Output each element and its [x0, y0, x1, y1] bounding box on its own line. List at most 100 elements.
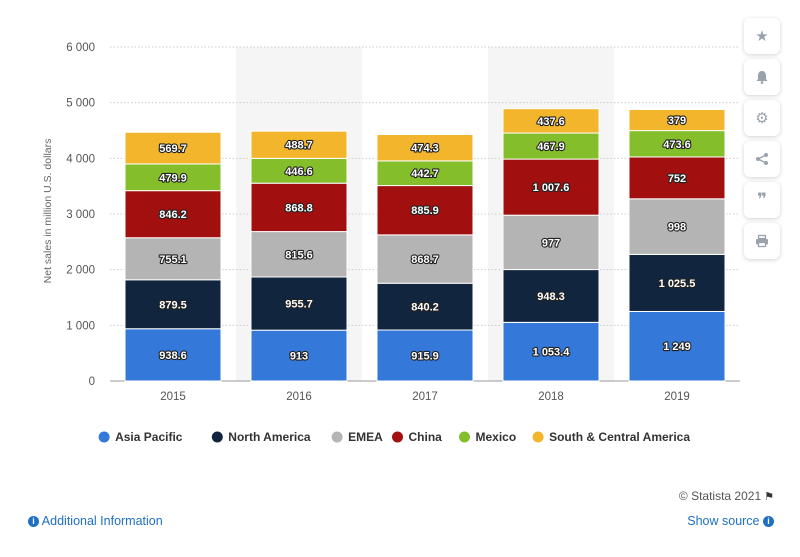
legend-item[interactable]: North America	[211, 430, 311, 444]
data-label: 977	[542, 237, 560, 249]
data-label: 815.6	[285, 249, 313, 261]
bar-segment[interactable]	[124, 237, 222, 281]
data-label: 868.7	[411, 254, 439, 266]
bar-segment[interactable]	[124, 163, 222, 192]
bell-icon	[756, 71, 768, 84]
legend-swatch	[392, 431, 403, 443]
print-icon	[756, 234, 768, 248]
bar-segment[interactable]	[502, 132, 600, 160]
favorite-button[interactable]: ★	[744, 18, 780, 54]
data-label: 840.2	[411, 302, 439, 314]
bar-segment[interactable]	[376, 329, 474, 382]
bar-segment[interactable]	[250, 276, 348, 331]
data-label: 846.2	[159, 209, 187, 221]
show-source-label: Show source	[687, 514, 760, 528]
print-button[interactable]	[744, 223, 780, 259]
additional-information-label: Additional Information	[41, 514, 163, 528]
gear-icon: ⚙	[755, 110, 769, 127]
legend-item[interactable]: EMEA	[331, 430, 384, 444]
legend-swatch	[98, 431, 110, 443]
data-label: 885.9	[411, 205, 439, 217]
legend-item[interactable]: Mexico	[459, 430, 516, 444]
bar-segment[interactable]	[124, 190, 222, 239]
data-label: 569.7	[159, 143, 187, 155]
data-label: 1 053.4	[533, 347, 571, 359]
bar-segment[interactable]	[628, 253, 726, 312]
bar-segment[interactable]	[502, 214, 600, 271]
x-tick-label: 2015	[160, 391, 186, 403]
flag-icon: ⚑	[764, 491, 774, 503]
bar-segment[interactable]	[628, 310, 726, 382]
legend-swatch	[331, 431, 343, 443]
x-tick-label: 2016	[286, 391, 312, 403]
bars: 938.6 879.5 755.1 846.2 479.9 569.7 913 955.7 81…	[124, 108, 726, 382]
y-tick-label: 2 000	[66, 265, 95, 277]
bar-segment[interactable]	[376, 234, 474, 284]
bar-segment[interactable]	[376, 134, 474, 162]
data-label: 998	[668, 222, 686, 234]
share-icon	[756, 153, 768, 165]
info-icon: i	[28, 516, 39, 528]
notification-button[interactable]	[744, 59, 780, 95]
x-tick-label: 2019	[664, 391, 690, 403]
x-axis-ticks: 2015 2016 2017 2018 2019	[160, 391, 690, 403]
bar-segment[interactable]	[502, 158, 600, 216]
show-source-link[interactable]: Show source i	[687, 514, 774, 528]
data-label: 868.8	[285, 202, 313, 214]
data-label: 488.7	[285, 140, 313, 152]
bar-segment[interactable]	[628, 198, 726, 255]
bar-segment[interactable]	[502, 108, 600, 134]
bar-segment[interactable]	[376, 185, 474, 236]
cite-button[interactable]: ❞	[744, 182, 780, 218]
share-button[interactable]	[744, 141, 780, 177]
data-label: 474.3	[411, 143, 439, 155]
bar-segment[interactable]	[376, 160, 474, 187]
bar-segment[interactable]	[250, 182, 348, 233]
legend: Asia Pacific North America EMEA China Mexico…	[98, 430, 691, 444]
data-label: 1 007.6	[533, 182, 570, 194]
additional-information-link[interactable]: i Additional Information	[28, 514, 163, 528]
data-label: 915.9	[411, 351, 439, 363]
x-tick-label: 2017	[412, 391, 438, 403]
bar-segment[interactable]	[376, 282, 474, 331]
bar-segment[interactable]	[124, 279, 222, 330]
bar-segment[interactable]	[250, 329, 348, 382]
legend-label: EMEA	[348, 430, 383, 444]
legend-swatch	[532, 431, 544, 443]
legend-item[interactable]: Asia Pacific	[98, 430, 183, 444]
data-label: 879.5	[159, 299, 187, 311]
y-axis-ticks: 0 1 000 2 000 3 000 4 000 5 000 6 000	[66, 42, 95, 388]
bar-segment[interactable]	[628, 109, 726, 132]
legend-item[interactable]: South & Central America	[532, 430, 691, 444]
settings-button[interactable]: ⚙	[744, 100, 780, 136]
quote-icon: ❞	[757, 190, 767, 209]
bar-segment[interactable]	[250, 130, 348, 159]
bar-segment[interactable]	[124, 131, 222, 165]
legend-label: Asia Pacific	[115, 430, 183, 444]
data-label: 479.9	[159, 172, 187, 184]
info-icon: i	[763, 516, 774, 528]
statista-credit[interactable]: © Statista 2021 ⚑	[679, 489, 774, 503]
data-label: 379	[668, 115, 686, 127]
side-toolbar: ★ ⚙ ❞	[744, 18, 782, 264]
data-label: 938.6	[159, 350, 187, 362]
legend-item[interactable]: China	[392, 430, 442, 444]
data-label: 437.6	[537, 116, 565, 128]
x-tick-label: 2018	[538, 391, 564, 403]
legend-swatch	[211, 431, 223, 443]
y-tick-label: 4 000	[66, 153, 95, 165]
legend-label: South & Central America	[549, 430, 690, 444]
bar-segment[interactable]	[502, 269, 600, 323]
legend-swatch	[459, 431, 470, 443]
bar-segment[interactable]	[628, 130, 726, 158]
y-tick-label: 1 000	[66, 320, 95, 332]
legend-label: China	[409, 430, 443, 444]
bar-segment[interactable]	[250, 231, 348, 278]
data-label: 442.7	[411, 168, 439, 180]
bar-segment[interactable]	[124, 328, 222, 382]
credit-text: © Statista 2021	[678, 489, 762, 503]
data-label: 948.3	[537, 291, 565, 303]
y-tick-label: 6 000	[66, 42, 95, 54]
data-label: 913	[290, 351, 308, 363]
